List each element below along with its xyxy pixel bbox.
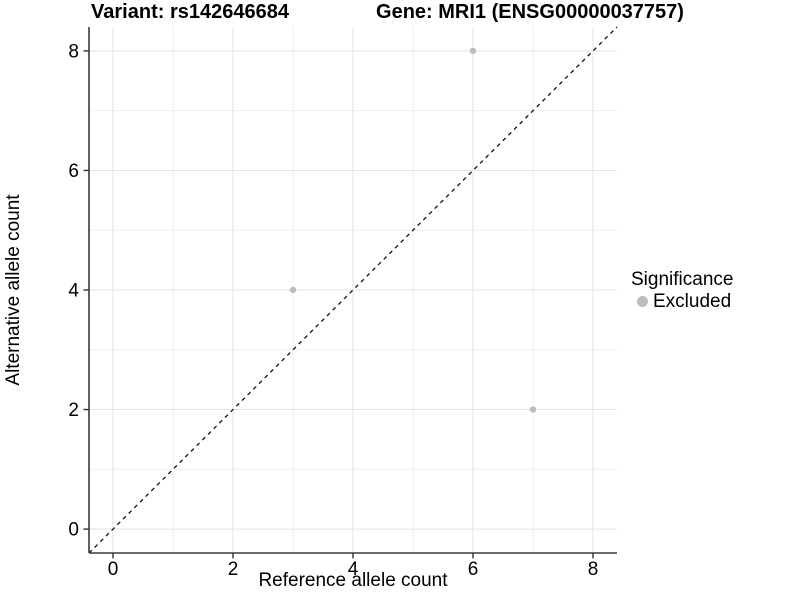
x-tick-label: 0: [108, 559, 119, 580]
gene-title: Gene: MRI1 (ENSG00000037757): [376, 1, 684, 23]
y-tick-label: 0: [68, 520, 79, 541]
data-point: [469, 47, 477, 55]
legend: Significance Excluded: [631, 269, 733, 312]
x-tick-label: 6: [468, 559, 479, 580]
y-tick-label: 4: [68, 281, 79, 302]
x-tick-label: 4: [348, 559, 359, 580]
y-tick-label: 6: [68, 161, 79, 182]
data-point: [289, 286, 297, 294]
x-axis-title: Reference allele count: [258, 570, 448, 591]
y-axis-title: Alternative allele count: [3, 194, 24, 386]
legend-title: Significance: [631, 269, 734, 290]
excluded-point-icon: [637, 296, 648, 307]
legend-item-excluded: Excluded: [631, 291, 733, 312]
x-tick-label: 8: [588, 559, 599, 580]
y-tick-label: 8: [68, 41, 79, 62]
y-tick-label: 2: [68, 400, 79, 421]
variant-title: Variant: rs142646684: [91, 1, 289, 23]
data-point: [529, 406, 537, 413]
x-tick-label: 2: [228, 559, 239, 580]
legend-item-label: Excluded: [653, 291, 732, 312]
